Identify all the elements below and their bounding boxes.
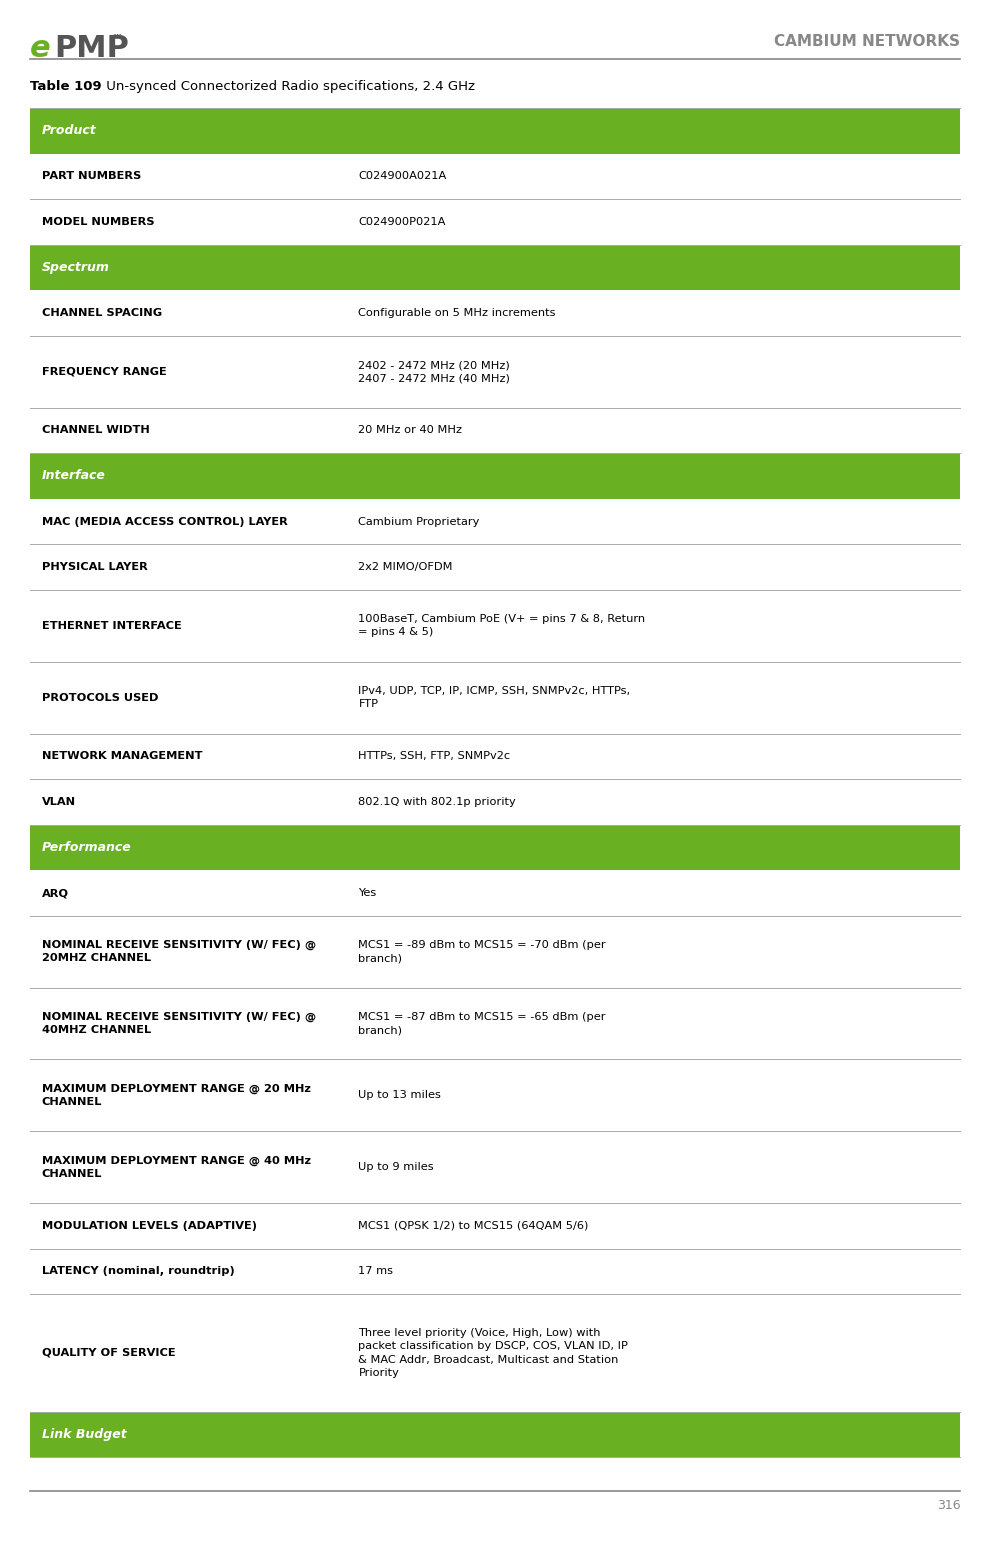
Text: Up to 13 miles: Up to 13 miles — [358, 1090, 442, 1101]
Text: MODEL NUMBERS: MODEL NUMBERS — [42, 217, 154, 227]
Bar — [30, 987, 960, 1059]
Text: HTTPs, SSH, FTP, SNMPv2c: HTTPs, SSH, FTP, SNMPv2c — [358, 751, 511, 762]
Bar — [30, 544, 960, 591]
Text: Performance: Performance — [42, 840, 132, 854]
Text: 17 ms: 17 ms — [358, 1266, 393, 1277]
Text: MCS1 (QPSK 1/2) to MCS15 (64QAM 5/6): MCS1 (QPSK 1/2) to MCS15 (64QAM 5/6) — [358, 1221, 589, 1231]
Text: 20 MHz or 40 MHz: 20 MHz or 40 MHz — [358, 426, 462, 435]
Bar — [30, 779, 960, 825]
Bar — [30, 453, 960, 498]
Text: Interface: Interface — [42, 469, 106, 483]
Text: 100BaseT, Cambium PoE (V+ = pins 7 & 8, Return
= pins 4 & 5): 100BaseT, Cambium PoE (V+ = pins 7 & 8, … — [358, 614, 645, 637]
Text: MAXIMUM DEPLOYMENT RANGE @ 20 MHz
CHANNEL: MAXIMUM DEPLOYMENT RANGE @ 20 MHz CHANNE… — [42, 1084, 311, 1107]
Text: Un-synced Connectorized Radio specifications, 2.4 GHz: Un-synced Connectorized Radio specificat… — [102, 80, 475, 93]
Text: 2402 - 2472 MHz (20 MHz)
2407 - 2472 MHz (40 MHz): 2402 - 2472 MHz (20 MHz) 2407 - 2472 MHz… — [358, 361, 510, 384]
Text: IPv4, UDP, TCP, IP, ICMP, SSH, SNMPv2c, HTTPs,
FTP: IPv4, UDP, TCP, IP, ICMP, SSH, SNMPv2c, … — [358, 686, 631, 709]
Text: NOMINAL RECEIVE SENSITIVITY (W/ FEC) @
40MHZ CHANNEL: NOMINAL RECEIVE SENSITIVITY (W/ FEC) @ 4… — [42, 1012, 316, 1035]
Text: Product: Product — [42, 125, 96, 137]
Text: CAMBIUM NETWORKS: CAMBIUM NETWORKS — [774, 34, 960, 49]
Text: PHYSICAL LAYER: PHYSICAL LAYER — [42, 563, 148, 572]
Bar — [30, 1249, 960, 1294]
Text: PROTOCOLS USED: PROTOCOLS USED — [42, 692, 158, 703]
Bar — [30, 825, 960, 870]
Text: Link Budget: Link Budget — [42, 1428, 127, 1440]
Bar — [30, 1059, 960, 1132]
Bar — [30, 662, 960, 734]
Text: VLAN: VLAN — [42, 797, 75, 806]
Bar — [30, 108, 960, 154]
Text: C024900A021A: C024900A021A — [358, 171, 446, 182]
Text: ETHERNET INTERFACE: ETHERNET INTERFACE — [42, 621, 181, 631]
Text: ARQ: ARQ — [42, 888, 68, 897]
Text: Cambium Proprietary: Cambium Proprietary — [358, 517, 480, 526]
Text: Configurable on 5 MHz increments: Configurable on 5 MHz increments — [358, 308, 555, 318]
Text: PMP: PMP — [54, 34, 130, 63]
Text: 802.1Q with 802.1p priority: 802.1Q with 802.1p priority — [358, 797, 516, 806]
Text: Yes: Yes — [358, 888, 376, 897]
Bar — [30, 199, 960, 245]
Text: e: e — [30, 34, 50, 63]
Text: FREQUENCY RANGE: FREQUENCY RANGE — [42, 367, 166, 376]
Text: PART NUMBERS: PART NUMBERS — [42, 171, 141, 182]
Text: CHANNEL WIDTH: CHANNEL WIDTH — [42, 426, 149, 435]
Text: Table 109: Table 109 — [30, 80, 101, 93]
Text: 2x2 MIMO/OFDM: 2x2 MIMO/OFDM — [358, 563, 452, 572]
Text: NOMINAL RECEIVE SENSITIVITY (W/ FEC) @
20MHZ CHANNEL: NOMINAL RECEIVE SENSITIVITY (W/ FEC) @ 2… — [42, 941, 316, 964]
Text: MCS1 = -87 dBm to MCS15 = -65 dBm (per
branch): MCS1 = -87 dBm to MCS15 = -65 dBm (per b… — [358, 1012, 606, 1035]
Text: MAXIMUM DEPLOYMENT RANGE @ 40 MHz
CHANNEL: MAXIMUM DEPLOYMENT RANGE @ 40 MHz CHANNE… — [42, 1155, 311, 1180]
Text: MAC (MEDIA ACCESS CONTROL) LAYER: MAC (MEDIA ACCESS CONTROL) LAYER — [42, 517, 287, 526]
Bar — [30, 591, 960, 662]
Bar — [30, 1294, 960, 1411]
Bar — [30, 154, 960, 199]
Bar — [30, 290, 960, 336]
Text: CHANNEL SPACING: CHANNEL SPACING — [42, 308, 161, 318]
Bar — [30, 245, 960, 290]
Bar — [30, 498, 960, 544]
Bar — [30, 336, 960, 407]
Bar — [30, 1411, 960, 1457]
Text: LATENCY (nominal, roundtrip): LATENCY (nominal, roundtrip) — [42, 1266, 235, 1277]
Text: NETWORK MANAGEMENT: NETWORK MANAGEMENT — [42, 751, 202, 762]
Text: MCS1 = -89 dBm to MCS15 = -70 dBm (per
branch): MCS1 = -89 dBm to MCS15 = -70 dBm (per b… — [358, 941, 606, 964]
Bar — [30, 407, 960, 453]
Text: 316: 316 — [937, 1499, 960, 1511]
Text: Spectrum: Spectrum — [42, 261, 110, 274]
Bar — [30, 916, 960, 987]
Bar — [30, 1132, 960, 1203]
Text: C024900P021A: C024900P021A — [358, 217, 446, 227]
Text: MODULATION LEVELS (ADAPTIVE): MODULATION LEVELS (ADAPTIVE) — [42, 1221, 256, 1231]
Text: QUALITY OF SERVICE: QUALITY OF SERVICE — [42, 1348, 175, 1359]
Bar — [30, 1203, 960, 1249]
Bar — [30, 734, 960, 779]
Bar — [30, 870, 960, 916]
Text: ™: ™ — [112, 34, 123, 43]
Text: Three level priority (Voice, High, Low) with
packet classification by DSCP, COS,: Three level priority (Voice, High, Low) … — [358, 1328, 629, 1377]
Text: Up to 9 miles: Up to 9 miles — [358, 1163, 434, 1172]
